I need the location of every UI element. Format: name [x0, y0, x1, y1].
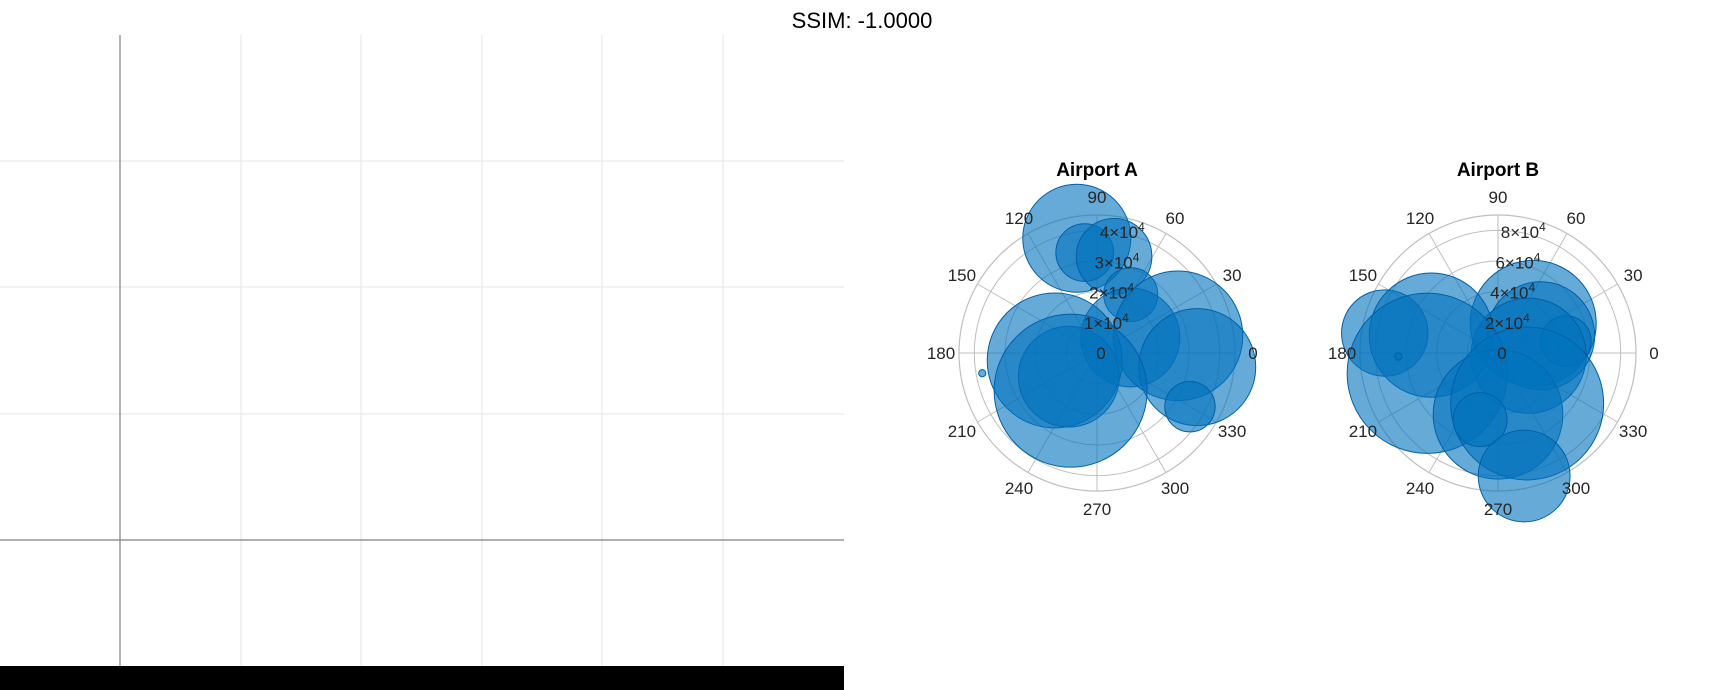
theta-tick-label: 90: [1088, 188, 1107, 207]
theta-tick-label: 30: [1624, 266, 1643, 285]
r-tick-label: 4×104: [1100, 220, 1145, 242]
polar-panel-airport-b: Airport B 0 30 60 90 120 150 180 210 240 270 300 330…: [1328, 160, 1659, 523]
figure-suptitle: SSIM: -1.0000: [792, 8, 933, 33]
theta-tick-label: 0: [1649, 344, 1658, 363]
r-tick-label: 3×104: [1094, 250, 1139, 272]
bottom-black-bar: [0, 666, 844, 690]
theta-tick-label: 0: [1248, 344, 1257, 363]
bubble-marker: [1164, 380, 1216, 433]
theta-tick-label: 30: [1223, 266, 1242, 285]
theta-tick-label: 150: [1349, 266, 1377, 285]
theta-tick-label: 300: [1562, 479, 1590, 498]
r-tick-label: 0: [1497, 344, 1506, 363]
bubble-marker: [1452, 392, 1508, 448]
r-tick-label: 2×104: [1089, 281, 1134, 303]
r-tick-label: 1×104: [1084, 311, 1129, 333]
theta-tick-label: 60: [1166, 209, 1185, 228]
left-empty-axes: [0, 35, 844, 666]
r-tick-label: 2×104: [1485, 311, 1530, 333]
theta-tick-label: 270: [1083, 500, 1111, 519]
bubble-marker: [978, 369, 987, 378]
theta-tick-label: 300: [1161, 479, 1189, 498]
bubble-marker: [1394, 352, 1403, 361]
theta-tick-label: 240: [1005, 479, 1033, 498]
polar-title: Airport A: [1056, 160, 1138, 181]
bubble-marker: [993, 313, 1148, 468]
polar-panel-airport-a: Airport A 0 30 60 90 120 150 180 210 240 270 300 330…: [927, 160, 1258, 519]
theta-tick-label: 120: [1005, 209, 1033, 228]
theta-tick-label: 90: [1489, 188, 1508, 207]
r-tick-label: 0: [1096, 344, 1105, 363]
bubble-marker: [1477, 429, 1571, 523]
theta-tick-label: 330: [1619, 422, 1647, 441]
theta-tick-label: 60: [1567, 209, 1586, 228]
theta-tick-label: 270: [1484, 500, 1512, 519]
theta-tick-label: 150: [948, 266, 976, 285]
theta-tick-label: 180: [1328, 344, 1356, 363]
theta-tick-label: 330: [1218, 422, 1246, 441]
r-tick-label: 6×104: [1495, 250, 1540, 272]
polar-title: Airport B: [1457, 160, 1539, 181]
theta-tick-label: 210: [948, 422, 976, 441]
theta-tick-label: 240: [1406, 479, 1434, 498]
r-tick-label: 4×104: [1490, 281, 1535, 303]
theta-tick-label: 210: [1349, 422, 1377, 441]
theta-tick-label: 180: [927, 344, 955, 363]
r-tick-label: 8×104: [1501, 220, 1546, 242]
theta-tick-label: 120: [1406, 209, 1434, 228]
